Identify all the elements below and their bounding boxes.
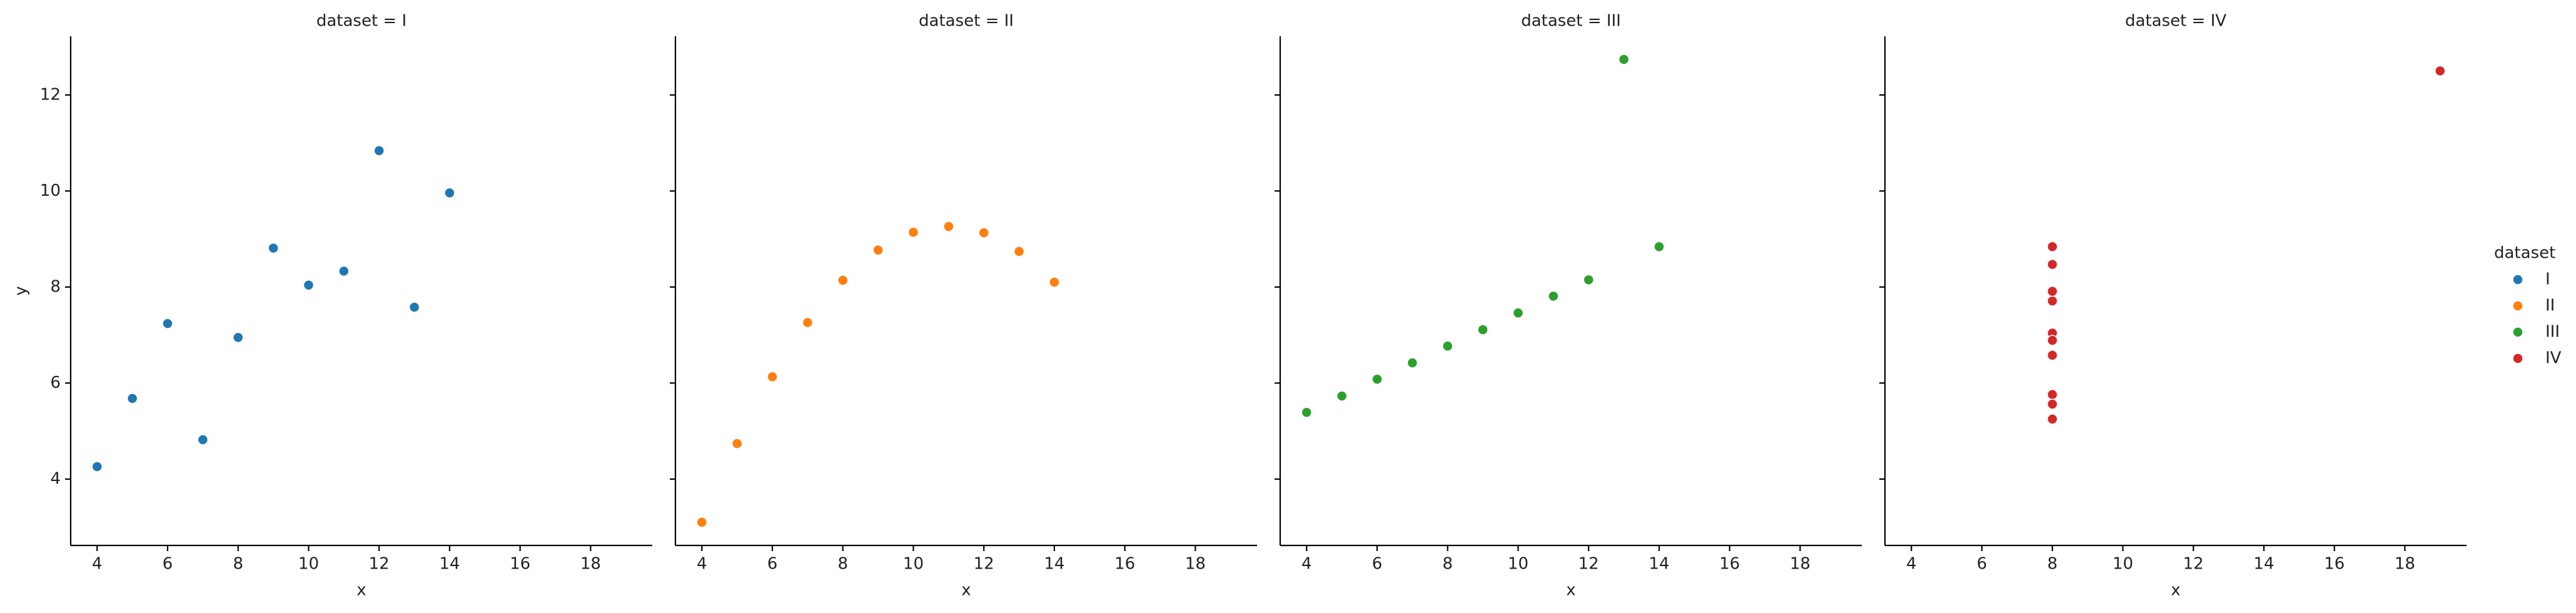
point	[1548, 290, 1559, 302]
legend-marker	[2512, 353, 2523, 364]
point	[444, 187, 455, 199]
point	[767, 371, 778, 383]
x-tick-label: 18	[580, 555, 601, 574]
point	[1336, 390, 1348, 402]
point	[1512, 307, 1524, 319]
point	[1301, 407, 1313, 418]
x-tick-label: 16	[510, 555, 530, 574]
legend-label: I	[2545, 270, 2550, 289]
point	[373, 145, 385, 156]
point	[1371, 373, 1383, 385]
y-tick-label: 4	[50, 469, 61, 488]
x-axis-label: x	[356, 581, 366, 600]
point	[2434, 65, 2446, 77]
point	[2046, 413, 2058, 425]
x-tick-label: 8	[233, 555, 243, 574]
x-tick-label: 10	[903, 555, 924, 574]
x-tick-label: 6	[163, 555, 173, 574]
point	[91, 461, 103, 472]
legend-label: III	[2545, 323, 2560, 342]
y-tick-label: 10	[40, 181, 61, 200]
x-tick-label: 10	[298, 555, 319, 574]
x-tick-label: 14	[439, 555, 460, 574]
point	[197, 434, 209, 445]
x-tick-label: 12	[974, 555, 994, 574]
point	[696, 517, 708, 528]
point	[126, 393, 138, 404]
point	[2046, 259, 2058, 270]
point	[2046, 241, 2058, 253]
point	[802, 317, 814, 328]
panel-title: dataset = I	[316, 12, 407, 31]
x-tick-label: 16	[1719, 555, 1740, 574]
x-tick-label: 14	[1044, 555, 1064, 574]
legend-marker	[2512, 300, 2523, 312]
x-tick-label: 8	[837, 555, 848, 574]
point	[2046, 350, 2058, 361]
y-tick-label: 6	[50, 373, 61, 392]
x-tick-label: 8	[1442, 555, 1453, 574]
point	[2046, 398, 2058, 410]
x-tick-label: 4	[1301, 555, 1312, 574]
x-tick-label: 14	[1649, 555, 1669, 574]
point	[268, 242, 279, 254]
x-tick-label: 18	[1790, 555, 1811, 574]
legend-title: dataset	[2494, 244, 2555, 263]
x-tick-label: 6	[1372, 555, 1383, 574]
legend-marker	[2512, 274, 2523, 285]
x-tick-label: 6	[1977, 555, 1988, 574]
point	[2046, 389, 2058, 400]
legend-label: II	[2545, 296, 2555, 315]
point	[338, 265, 350, 277]
panel-title: dataset = II	[919, 12, 1014, 31]
x-tick-label: 14	[2253, 555, 2274, 574]
point	[1407, 357, 1418, 368]
x-tick-label: 18	[1185, 555, 1206, 574]
point	[2046, 335, 2058, 346]
x-axis-label: x	[2171, 581, 2180, 600]
point	[943, 221, 954, 232]
x-tick-label: 16	[2324, 555, 2345, 574]
point	[1618, 54, 1630, 65]
point	[232, 332, 244, 343]
point	[1442, 340, 1453, 352]
point	[1583, 274, 1594, 286]
y-tick-label: 12	[40, 85, 61, 104]
point	[837, 275, 849, 286]
legend-marker	[2512, 327, 2523, 338]
point	[872, 245, 884, 256]
x-tick-label: 6	[767, 555, 778, 574]
point	[1013, 246, 1025, 257]
x-tick-label: 16	[1114, 555, 1135, 574]
x-axis-label: x	[1566, 581, 1575, 600]
point	[1477, 324, 1488, 335]
x-tick-label: 8	[2047, 555, 2058, 574]
x-tick-label: 4	[1906, 555, 1917, 574]
point	[408, 301, 420, 313]
x-axis-label: x	[961, 581, 971, 600]
x-tick-label: 12	[369, 555, 390, 574]
x-tick-label: 4	[92, 555, 103, 574]
x-tick-label: 12	[1578, 555, 1599, 574]
point	[907, 226, 919, 238]
x-tick-label: 12	[2183, 555, 2204, 574]
point	[1654, 241, 1665, 253]
point	[303, 280, 315, 291]
panel-title: dataset = III	[1521, 12, 1621, 31]
panel-title: dataset = IV	[2125, 12, 2226, 31]
x-tick-label: 4	[697, 555, 707, 574]
x-tick-label: 18	[2395, 555, 2415, 574]
point	[162, 318, 173, 329]
x-tick-label: 10	[1508, 555, 1528, 574]
x-tick-label: 10	[2113, 555, 2133, 574]
point	[1049, 276, 1060, 288]
point	[731, 438, 743, 449]
y-axis-label: y	[12, 286, 31, 295]
point	[2046, 295, 2058, 306]
y-tick-label: 8	[50, 277, 61, 296]
legend-label: IV	[2545, 349, 2562, 368]
point	[978, 227, 989, 238]
point	[2046, 286, 2058, 297]
